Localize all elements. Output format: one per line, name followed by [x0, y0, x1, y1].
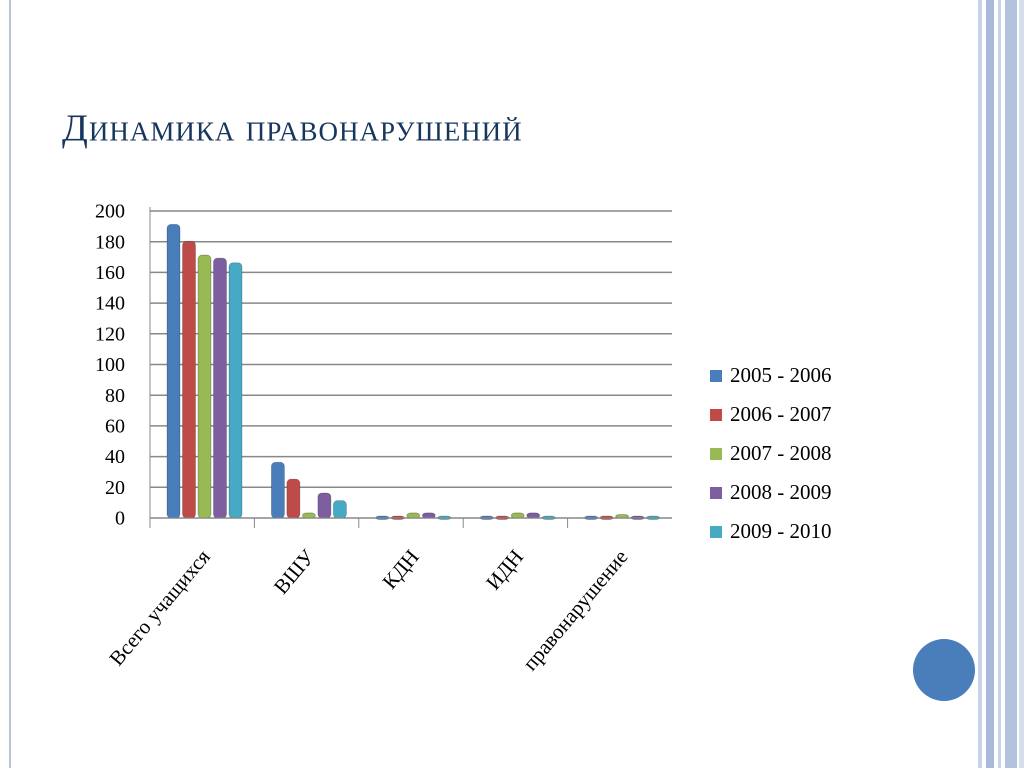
bar — [270, 461, 285, 519]
y-tick-label: 200 — [95, 201, 125, 223]
bar — [213, 257, 227, 519]
bar — [166, 223, 181, 519]
legend-label: 2007 - 2008 — [730, 441, 832, 465]
bar — [332, 500, 347, 519]
bar — [526, 512, 541, 519]
bar — [510, 512, 525, 519]
y-tick-label: 180 — [95, 231, 125, 253]
bar — [286, 478, 301, 519]
y-tick-label: 0 — [115, 508, 125, 530]
legend-label: 2006 - 2007 — [730, 402, 832, 426]
y-tick-label: 140 — [95, 293, 125, 315]
legend-swatch — [710, 448, 722, 460]
bar — [228, 262, 243, 519]
stripe — [998, 0, 1001, 768]
y-tick-label: 60 — [105, 415, 125, 437]
legend-label: 2005 - 2006 — [730, 363, 832, 387]
y-tick-label: 160 — [95, 262, 125, 284]
legend-swatch — [710, 487, 722, 499]
legend-label: 2009 - 2010 — [730, 519, 832, 543]
bar — [421, 512, 436, 519]
y-tick-label: 40 — [105, 446, 125, 468]
chart-title: Динамика правонарушений — [62, 108, 523, 150]
bar — [182, 240, 196, 519]
stripe — [1005, 0, 1017, 768]
bar — [317, 492, 332, 519]
y-tick-label: 80 — [105, 385, 125, 407]
legend-swatch — [710, 370, 722, 382]
legend-swatch — [710, 409, 722, 421]
y-tick-label: 100 — [95, 354, 125, 376]
bar — [615, 514, 629, 519]
decor-circle — [913, 639, 975, 701]
y-tick-label: 20 — [105, 477, 125, 499]
bar — [406, 512, 421, 519]
y-tick-label: 120 — [95, 323, 125, 345]
bar — [301, 512, 316, 519]
legend-swatch — [710, 526, 722, 538]
stripe — [1019, 0, 1024, 768]
stripe — [986, 0, 994, 768]
bar — [197, 254, 212, 519]
legend-label: 2008 - 2009 — [730, 480, 832, 504]
stripe — [978, 0, 982, 768]
